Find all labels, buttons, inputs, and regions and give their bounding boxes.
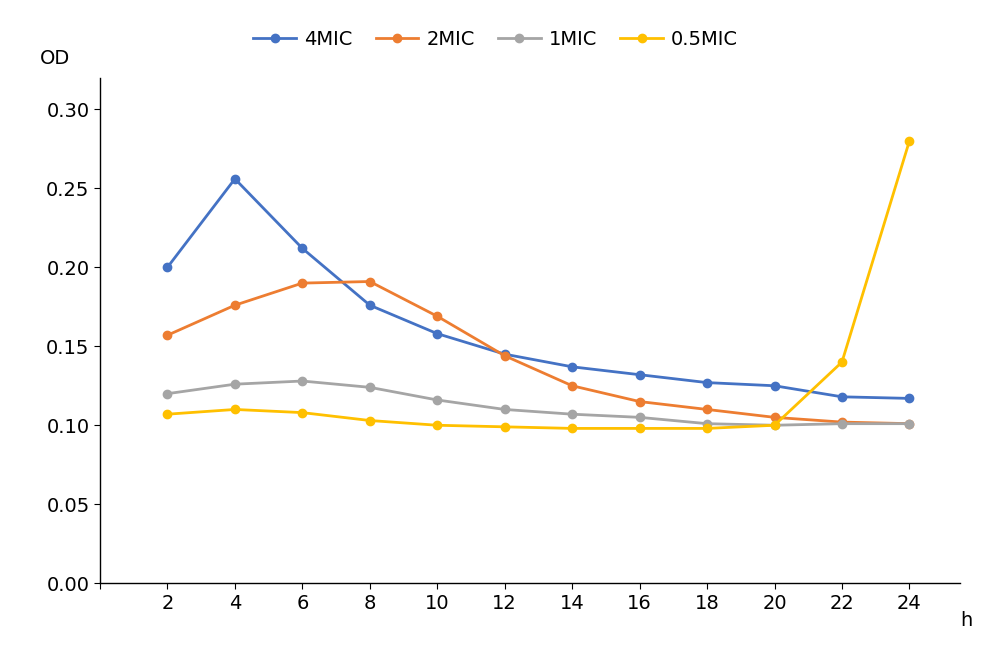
1MIC	[836, 420, 848, 428]
1MIC	[903, 420, 915, 428]
2MIC	[836, 418, 848, 426]
1MIC	[566, 410, 578, 418]
Text: h: h	[960, 611, 972, 630]
2MIC	[769, 413, 781, 421]
0.5MIC	[431, 421, 443, 429]
4MIC	[769, 382, 781, 389]
Line: 0.5MIC: 0.5MIC	[163, 137, 914, 433]
0.5MIC	[836, 358, 848, 366]
4MIC	[701, 378, 713, 386]
4MIC	[836, 393, 848, 400]
1MIC	[499, 406, 511, 413]
0.5MIC	[701, 424, 713, 432]
4MIC	[566, 363, 578, 371]
2MIC	[903, 420, 915, 428]
1MIC	[769, 421, 781, 429]
1MIC	[701, 420, 713, 428]
1MIC	[296, 377, 308, 385]
2MIC	[499, 352, 511, 360]
0.5MIC	[296, 409, 308, 417]
Text: OD: OD	[40, 49, 70, 67]
4MIC	[431, 330, 443, 338]
0.5MIC	[769, 421, 781, 429]
2MIC	[161, 331, 173, 339]
2MIC	[296, 279, 308, 287]
1MIC	[431, 396, 443, 404]
0.5MIC	[634, 424, 646, 432]
1MIC	[161, 390, 173, 398]
4MIC	[364, 301, 376, 309]
4MIC	[634, 371, 646, 378]
Line: 4MIC: 4MIC	[163, 175, 914, 402]
0.5MIC	[566, 424, 578, 432]
0.5MIC	[364, 417, 376, 424]
4MIC	[499, 351, 511, 358]
1MIC	[229, 380, 241, 388]
2MIC	[566, 382, 578, 389]
2MIC	[431, 312, 443, 320]
0.5MIC	[499, 423, 511, 431]
1MIC	[634, 413, 646, 421]
2MIC	[364, 277, 376, 285]
Legend: 4MIC, 2MIC, 1MIC, 0.5MIC: 4MIC, 2MIC, 1MIC, 0.5MIC	[246, 22, 746, 56]
Line: 1MIC: 1MIC	[163, 377, 914, 430]
2MIC	[634, 398, 646, 406]
0.5MIC	[903, 137, 915, 145]
0.5MIC	[161, 410, 173, 418]
4MIC	[296, 244, 308, 252]
0.5MIC	[229, 406, 241, 413]
1MIC	[364, 384, 376, 391]
4MIC	[229, 175, 241, 183]
2MIC	[701, 406, 713, 413]
4MIC	[161, 263, 173, 271]
Line: 2MIC: 2MIC	[163, 277, 914, 428]
2MIC	[229, 301, 241, 309]
4MIC	[903, 395, 915, 402]
